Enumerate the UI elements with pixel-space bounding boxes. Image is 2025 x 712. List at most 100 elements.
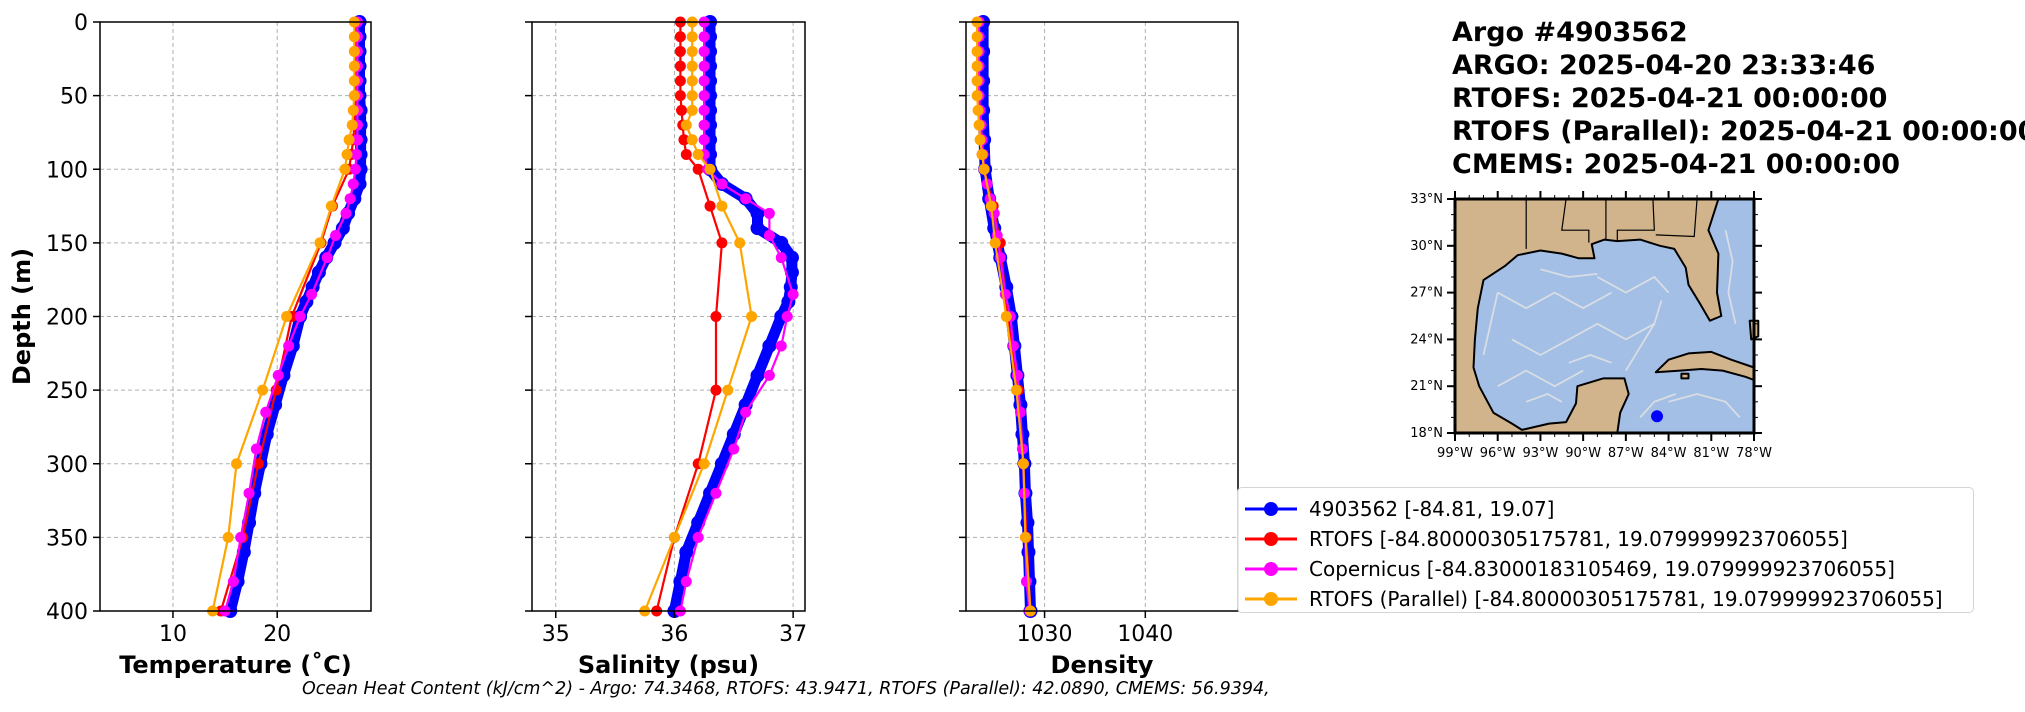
map-lat-label: 33°N <box>1410 192 1443 207</box>
data-point <box>348 45 360 57</box>
data-point <box>306 288 318 300</box>
data-point <box>676 104 688 116</box>
x-tick-label: 1030 <box>1017 622 1073 647</box>
data-point <box>231 458 243 470</box>
data-point-argo <box>762 338 777 353</box>
data-point <box>686 45 698 57</box>
data-point-argo <box>259 427 274 442</box>
data-point <box>704 200 716 212</box>
data-point <box>746 311 758 322</box>
map-streamline <box>1724 229 1737 325</box>
title-line: ARGO: 2025-04-20 23:33:46 <box>1452 50 1876 81</box>
data-point <box>686 90 698 102</box>
data-point <box>350 149 362 161</box>
legend-swatch <box>1245 532 1297 546</box>
data-point <box>294 311 306 322</box>
data-point-argo <box>750 221 765 236</box>
data-point <box>686 60 698 72</box>
swatch-marker <box>1264 592 1278 606</box>
data-point <box>734 237 746 249</box>
data-point <box>686 104 698 116</box>
legend-label: RTOFS (Parallel) [-84.80000305175781, 19… <box>1309 587 1943 611</box>
y-axis-label: Depth (m) <box>8 248 36 385</box>
data-point <box>985 200 997 212</box>
data-point <box>339 163 351 175</box>
x-tick-label: 35 <box>542 622 570 647</box>
data-point <box>971 75 983 87</box>
y-tick-label: 350 <box>46 526 88 551</box>
data-point <box>781 311 793 322</box>
data-point <box>349 163 361 175</box>
data-point <box>716 178 728 190</box>
legend-entry: 4903562 [-84.81, 19.07] <box>1238 494 1554 524</box>
data-point <box>974 134 986 146</box>
argo-float-marker <box>1651 410 1664 423</box>
map-lon-label: 81°W <box>1693 446 1729 461</box>
data-point <box>692 531 704 543</box>
ohc-footer: Ocean Heat Content (kJ/cm^2) - Argo: 74.… <box>302 679 1270 699</box>
data-point <box>1017 458 1029 470</box>
map-streamline <box>1497 369 1584 388</box>
data-point <box>740 193 752 205</box>
map-streamline <box>1525 393 1563 403</box>
data-point <box>763 369 775 381</box>
data-point-argo <box>750 368 765 383</box>
data-point <box>348 90 360 102</box>
data-point <box>250 443 262 455</box>
data-point-argo <box>679 545 694 560</box>
data-point <box>351 134 363 146</box>
title-line: RTOFS: 2025-04-21 00:00:00 <box>1452 83 1888 114</box>
data-point <box>678 134 690 146</box>
data-point <box>348 75 360 87</box>
data-point <box>971 90 983 102</box>
data-point <box>704 163 716 175</box>
map-lat-label: 18°N <box>1410 426 1443 441</box>
map-lon-label: 96°W <box>1480 446 1516 461</box>
y-tick-label: 0 <box>74 11 88 36</box>
x-axis-label: Density <box>1051 651 1154 679</box>
map-streamline <box>1482 292 1499 356</box>
profile-panel-1: 10 20050100150200250300350400Temperature … <box>8 11 372 679</box>
data-point <box>710 384 722 396</box>
legend-swatch <box>1245 592 1297 606</box>
data-point <box>343 134 355 146</box>
y-tick-label: 100 <box>46 158 88 183</box>
y-tick-label: 200 <box>46 306 88 331</box>
data-point <box>698 134 710 146</box>
data-point <box>674 31 686 43</box>
map-state-boundary <box>1561 198 1590 243</box>
map-lon-label: 90°W <box>1565 446 1601 461</box>
map-streamline <box>1639 393 1676 419</box>
data-point <box>680 149 692 161</box>
data-point <box>973 119 985 131</box>
data-point <box>348 31 360 43</box>
data-point-argo <box>784 265 799 280</box>
data-point <box>680 576 692 588</box>
map-streamline <box>1596 275 1670 294</box>
data-point <box>698 60 710 72</box>
data-point-argo <box>774 235 789 250</box>
data-point <box>222 531 234 543</box>
map-streamline <box>1668 393 1741 419</box>
data-point <box>989 237 1001 249</box>
data-point <box>235 531 247 543</box>
data-point-argo <box>784 250 799 265</box>
map-streamline <box>1568 354 1612 364</box>
data-point <box>728 443 740 455</box>
x-axis-label: Salinity (psu) <box>578 651 759 679</box>
data-point <box>692 163 704 175</box>
map-lon-label: 99°W <box>1437 446 1473 461</box>
data-point <box>281 311 293 322</box>
data-point <box>787 288 799 300</box>
data-point <box>668 531 680 543</box>
data-point <box>344 193 356 205</box>
data-point <box>330 230 342 242</box>
map-state-boundary <box>1655 198 1698 238</box>
data-point <box>321 252 333 264</box>
legend-label: Copernicus [-84.83000183105469, 19.07999… <box>1309 557 1895 581</box>
data-point <box>971 60 983 72</box>
map-lat-label: 30°N <box>1410 239 1443 254</box>
data-point <box>1010 384 1022 396</box>
data-point <box>698 90 710 102</box>
